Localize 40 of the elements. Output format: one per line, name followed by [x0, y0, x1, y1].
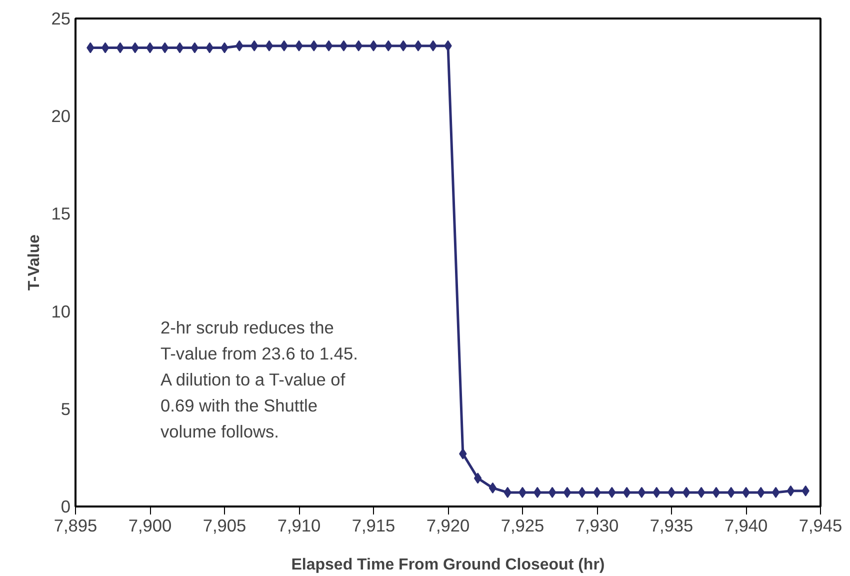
point — [265, 40, 274, 52]
y-tick-label: 20 — [51, 106, 71, 126]
x-tick-label: 7,895 — [54, 516, 98, 536]
x-tick-label: 7,905 — [202, 516, 246, 536]
x-tick-label: 7,925 — [500, 516, 544, 536]
x-axis-title: Elapsed Time From Ground Closeout (hr) — [291, 556, 605, 574]
point — [488, 482, 497, 494]
y-tick-label: 10 — [51, 301, 71, 322]
point — [622, 486, 631, 498]
x-tick-label: 7,930 — [575, 516, 619, 536]
x-tick-label: 7,900 — [128, 516, 172, 536]
point — [712, 486, 720, 498]
point — [563, 486, 572, 498]
y-tick-label: 25 — [51, 8, 71, 28]
point — [772, 486, 780, 498]
point — [474, 472, 482, 484]
y-tick-label: 5 — [60, 398, 71, 419]
x-tick-label: 7,910 — [277, 516, 321, 536]
y-tick-label: 0 — [60, 496, 71, 516]
point — [101, 42, 110, 54]
x-tick-label: 7,935 — [650, 516, 694, 536]
point — [250, 40, 258, 52]
point — [414, 40, 422, 52]
point — [399, 40, 408, 52]
point — [786, 485, 795, 496]
x-tick-label: 7,945 — [798, 516, 842, 536]
y-tick-label: 15 — [51, 204, 71, 224]
x-tick-label: 7,920 — [426, 516, 470, 536]
annotation: 2-hr scrub reduces the T-value from 23.6 to 1.45. A dilution to a T-value of 0.69 with the Shuttle volume follows. — [160, 318, 358, 442]
point — [116, 42, 124, 54]
point — [340, 40, 348, 52]
point — [638, 486, 646, 498]
point — [176, 42, 184, 54]
y-axis-title: T-Value — [26, 234, 44, 291]
point — [190, 42, 199, 54]
point — [697, 486, 706, 498]
point — [548, 486, 556, 498]
point — [324, 40, 333, 52]
x-tick-label: 7,940 — [724, 516, 768, 536]
x-tick-label: 7,915 — [352, 516, 396, 536]
